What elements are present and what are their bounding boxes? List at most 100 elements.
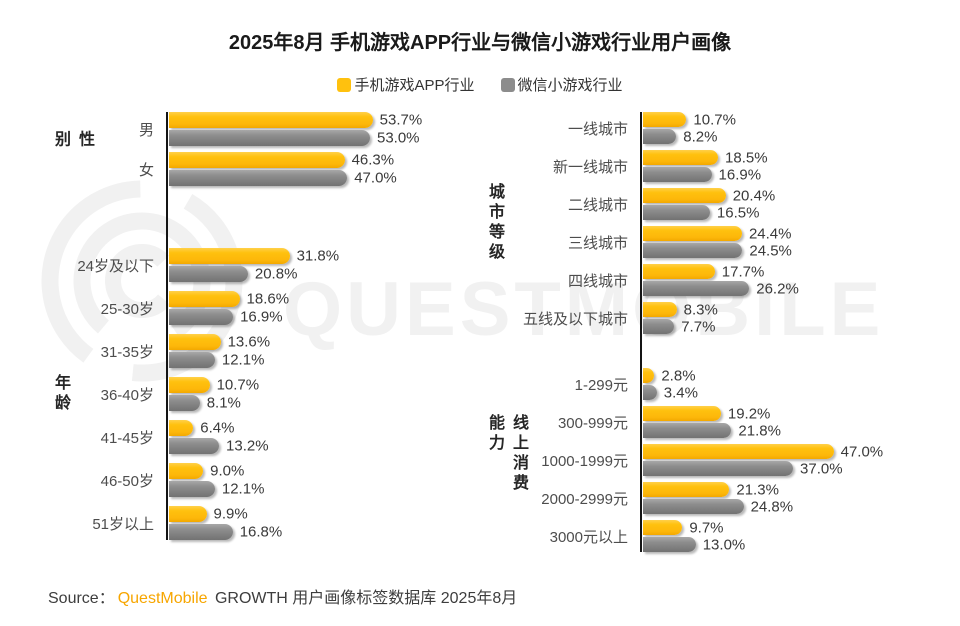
legend-swatch-app-icon [337,77,352,92]
bar-app-industry [643,302,677,317]
chart-row-city: 一线城市 10.7% 8.2% [480,111,935,145]
value-label: 26.2% [756,280,799,297]
value-label: 47.0% [354,169,397,187]
bar-line: 10.7% [169,376,461,394]
chart-row-age: 24岁及以下 31.8% 20.8% [40,247,461,283]
bar-line: 12.1% [169,481,461,498]
bar-minigame-industry [643,537,696,552]
legend-item-app: 手机游戏APP行业 [337,74,475,95]
left-axis-line [166,112,168,540]
value-label: 2.8% [661,367,696,384]
category-label: 41-45岁 [100,429,154,447]
category-label: 三线城市 [567,234,628,252]
bar-pair: 53.7% 53.0% [169,112,461,147]
bar-line: 47.0% [169,169,461,187]
value-label: 16.5% [716,204,760,221]
value-label: 53.0% [376,129,420,147]
bar-app-industry [169,463,204,479]
page-title: 2025年8月 手机游戏APP行业与微信小游戏行业用户画像 [228,32,732,54]
bar-app-industry [169,112,373,128]
category-label: 五线及以下城市 [522,310,628,328]
value-label: 10.7% [216,376,260,394]
value-label: 19.2% [727,405,771,422]
chart-row-gender: 男 53.7% 53.0% [40,112,461,147]
category-label: 24岁及以下 [77,257,154,275]
value-label: 37.0% [800,460,843,477]
bar-minigame-industry [643,129,677,144]
bar-minigame-industry [643,385,657,400]
chart-row-age: 36-40岁 10.7% 8.1% [40,376,461,412]
bar-line: 53.7% [169,112,461,129]
bar-minigame-industry [169,266,248,282]
value-label: 10.7% [693,111,736,128]
value-label: 31.8% [296,247,340,265]
bar-app-industry [169,248,290,264]
bar-pair: 9.9% 16.8% [169,506,461,541]
value-label: 3.4% [663,384,698,401]
chart-row-city: 五线及以下城市 8.3% 7.7% [480,301,935,335]
chart-row-spend: 2000-2999元 21.3% 24.8% [480,481,935,515]
source-brand: QuestMobile [117,590,208,607]
value-label: 6.4% [200,419,235,437]
bar-line: 10.7% [643,111,935,128]
bar-line: 37.0% [643,460,935,477]
value-label: 9.7% [689,519,724,536]
value-label: 18.5% [725,149,768,166]
bar-pair: 21.3% 24.8% [643,481,935,515]
value-label: 13.6% [227,333,271,351]
bar-line: 16.8% [169,524,461,541]
bar-pair: 10.7% 8.2% [643,111,935,145]
bar-line: 9.0% [169,463,461,480]
bar-line: 8.3% [643,301,935,318]
value-label: 8.2% [683,128,718,145]
bar-pair: 13.6% 12.1% [169,333,461,369]
bar-pair: 47.0% 37.0% [643,443,935,477]
category-label: 51岁以上 [92,515,154,533]
chart-row-age: 41-45岁 6.4% 13.2% [40,419,461,455]
bar-line: 26.2% [643,280,935,297]
bar-line: 16.5% [643,204,935,221]
bar-app-industry [169,506,207,522]
bar-pair: 9.7% 13.0% [643,519,935,553]
bar-line: 9.9% [169,506,461,523]
bar-line: 3.4% [643,384,935,401]
bar-line: 46.3% [169,152,461,169]
value-label: 12.1% [221,351,265,369]
bar-app-industry [169,334,221,350]
value-label: 17.7% [721,263,765,280]
value-label: 24.4% [748,225,792,242]
category-label: 46-50岁 [100,472,154,490]
bar-line: 12.1% [169,351,461,369]
chart-row-spend: 3000元以上 9.7% 13.0% [480,519,935,553]
chart-row-spend: 300-999元 19.2% 21.8% [480,405,935,439]
bar-pair: 9.0% 12.1% [169,463,461,498]
category-label: 3000元以上 [549,528,628,546]
value-label: 13.0% [702,536,746,553]
section-spend: 线上消费能力 1-299元 2.8% 3.4% 300-999元 19.2% 21.8% 10… [480,367,935,553]
bar-app-industry [169,377,210,393]
category-label: 31-35岁 [100,343,154,361]
bar-pair: 17.7% 26.2% [643,263,935,297]
bar-minigame-industry [643,167,712,182]
legend-label-mini: 微信小游戏行业 [517,77,623,94]
bar-minigame-industry [643,319,675,334]
value-label: 8.3% [683,301,718,318]
group-label-gender: 性别 [52,130,93,151]
bar-line: 24.5% [643,242,935,259]
value-label: 13.2% [226,437,269,455]
bar-minigame-industry [169,395,200,411]
value-label: 47.0% [840,443,884,460]
bar-line: 24.4% [643,225,935,242]
bar-line: 17.7% [643,263,935,280]
bar-pair: 24.4% 24.5% [643,225,935,259]
right-axis-line [640,112,642,552]
bar-line: 9.7% [643,519,935,536]
category-label: 300-999元 [557,414,628,432]
bar-pair: 18.6% 16.9% [169,291,461,326]
group-label-age: 年龄 [52,374,69,414]
bar-pair: 46.3% 47.0% [169,152,461,187]
bar-app-industry [643,482,730,497]
bar-line: 18.5% [643,149,935,166]
bar-line: 13.6% [169,333,461,351]
